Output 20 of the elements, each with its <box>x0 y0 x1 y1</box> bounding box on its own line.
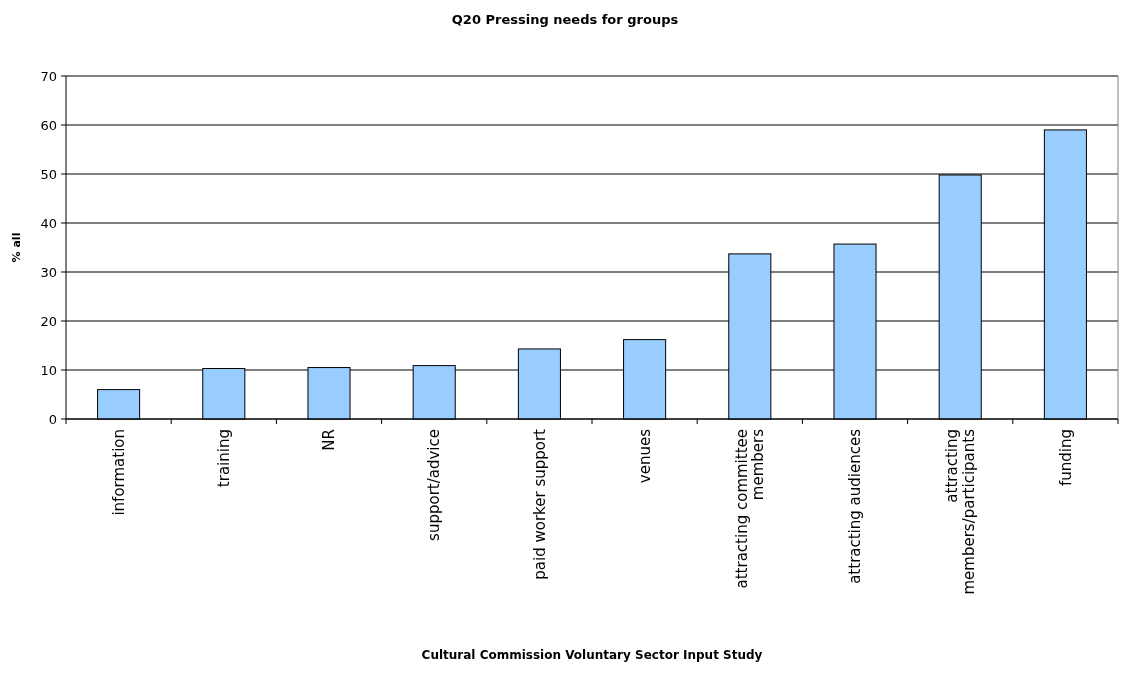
x-axis-title: Cultural Commission Voluntary Sector Input Study <box>421 648 763 662</box>
x-tick-label: attracting audiences <box>846 428 865 584</box>
y-tick-label: 20 <box>40 313 57 329</box>
y-axis-title: % all <box>10 232 23 263</box>
x-tick-label: venues <box>635 428 654 484</box>
x-tick-label: training <box>215 429 234 488</box>
chart-title: Q20 Pressing needs for groups <box>451 12 679 27</box>
x-tick-label: attracting committee members <box>732 428 768 589</box>
x-tick-label: information <box>109 429 128 516</box>
y-tick-label: 50 <box>40 166 57 182</box>
x-tick-label: funding <box>1056 429 1075 487</box>
y-tick-label: 40 <box>40 215 57 231</box>
y-tick-label: 10 <box>40 362 57 378</box>
x-tick-label: paid worker support <box>530 428 549 580</box>
x-tick-label: NR <box>320 429 339 451</box>
y-tick-label: 70 <box>40 68 57 84</box>
y-tick-label: 60 <box>40 117 57 133</box>
y-tick-label: 0 <box>48 411 57 427</box>
x-tick-label: support/advice <box>425 429 444 541</box>
y-tick-label: 30 <box>40 264 57 280</box>
